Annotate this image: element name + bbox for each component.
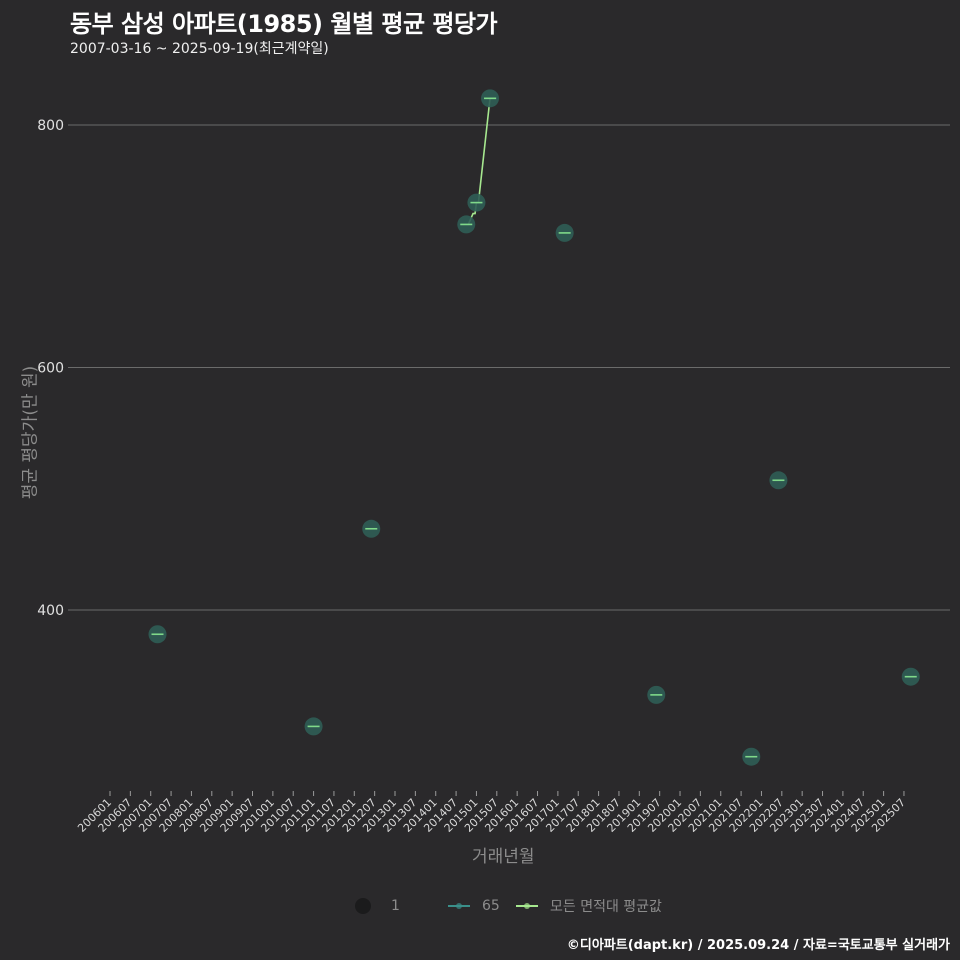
size-dot-icon xyxy=(355,898,371,914)
legend-area-label: 65 xyxy=(482,898,500,914)
y-axis-ticks: 400 600 800 xyxy=(37,118,64,619)
x-axis-label: 거래년월 xyxy=(472,847,535,867)
y-tick-label: 600 xyxy=(37,361,64,377)
data-points xyxy=(148,89,920,766)
y-tick-label: 800 xyxy=(37,118,64,134)
legend: 1 65 모든 면적대 평균값 xyxy=(0,894,960,918)
gridlines xyxy=(68,124,950,611)
area-line-icon xyxy=(448,903,470,909)
legend-average-label: 모든 면적대 평균값 xyxy=(550,899,662,915)
chart-subtitle: 2007-03-16 ~ 2025-09-19(최근계약일) xyxy=(70,41,329,57)
legend-item-average: 모든 면적대 평균값 xyxy=(516,894,662,918)
x-axis-ticks: 2006012006072007012007072008012008072009… xyxy=(75,791,908,835)
average-line-icon xyxy=(516,903,538,909)
legend-item-size: 1 xyxy=(355,894,400,918)
chart-title: 동부 삼성 아파트(1985) 월별 평균 평당가 xyxy=(70,10,498,38)
source-footer: ©디아파트(dapt.kr) / 2025.09.24 / 자료=국토교통부 실… xyxy=(566,938,950,953)
y-axis-label: 평균 평당가(만 원) xyxy=(20,365,41,500)
y-tick-label: 400 xyxy=(37,603,64,619)
legend-size-label: 1 xyxy=(391,898,400,914)
legend-item-area: 65 xyxy=(448,894,500,918)
